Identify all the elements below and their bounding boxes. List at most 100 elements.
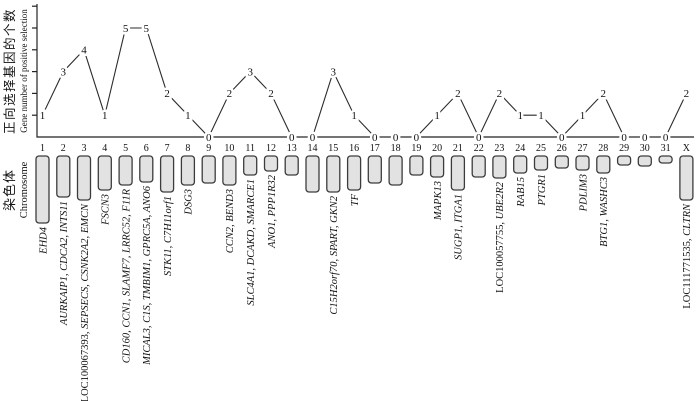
chromosome-ideogram xyxy=(222,155,237,186)
y-axis-label-en: Gene number of positive selection xyxy=(19,9,29,133)
chromosome-number: 22 xyxy=(474,143,484,154)
gene-label: TF xyxy=(350,193,361,206)
gene-label: LOC100067393, SEPSECS, CSNK2A2, EMCN xyxy=(80,203,91,401)
chromosome-ideogram xyxy=(616,155,632,166)
chromosome-number: 16 xyxy=(349,143,359,154)
point-label: 2 xyxy=(601,88,607,100)
gene-label: PDLIM3 xyxy=(578,174,589,212)
gene-label: LOC100057755, UBE2R2 xyxy=(495,181,506,293)
point-label: 1 xyxy=(517,110,523,122)
gene-label: RAB15 xyxy=(516,177,527,208)
gene-label: SLC4A1, DCAKD, SMARCE1 xyxy=(246,179,257,306)
point-label: 2 xyxy=(455,88,461,100)
chromosome-ideogram xyxy=(284,155,299,176)
gene-label: AURKAIP1, CDCA2, INTS11 xyxy=(59,201,70,326)
point-label: 5 xyxy=(144,23,150,35)
chromosome-ideogram xyxy=(305,155,320,193)
chromosome-number: 24 xyxy=(515,143,525,154)
point-label: 0 xyxy=(289,132,295,144)
chromosome-ideogram xyxy=(575,155,590,171)
point-label: 0 xyxy=(414,132,420,144)
point-label: 0 xyxy=(372,132,378,144)
point-label: 0 xyxy=(206,132,212,144)
chromosome-ideogram xyxy=(471,155,486,178)
chromosome-ideogram xyxy=(513,155,528,174)
axis-lines xyxy=(36,4,694,138)
chromosome-ideogram xyxy=(201,155,216,184)
chromosome-ideogram xyxy=(76,155,92,201)
chromosome-number: 5 xyxy=(123,143,128,154)
chromosome-number: 4 xyxy=(102,143,107,154)
point-label: 3 xyxy=(247,66,253,78)
point-label: 0 xyxy=(642,132,648,144)
chromosome-ideogram xyxy=(118,155,133,186)
chromosome-number: 17 xyxy=(370,143,380,154)
trend-line xyxy=(42,27,687,139)
point-label: 1 xyxy=(185,110,191,122)
chromosome-number: 25 xyxy=(536,143,546,154)
point-label: 5 xyxy=(123,23,129,35)
chromosome-number: 15 xyxy=(328,143,338,154)
chromosome-ideogram xyxy=(35,155,50,224)
chromosome-ideogram xyxy=(180,155,196,186)
chromosome-ideogram xyxy=(554,155,569,169)
chromosome-number: 26 xyxy=(557,143,567,154)
gene-label: PTGR1 xyxy=(537,174,548,207)
chromosome-number: 29 xyxy=(619,143,629,154)
chromosome-number: 2 xyxy=(61,143,66,154)
chromosome-ideogram xyxy=(159,155,175,193)
chromosome-ideogram xyxy=(492,155,507,179)
chromosome-number: 12 xyxy=(266,143,276,154)
point-label: 2 xyxy=(684,88,690,100)
chromosome-ideogram xyxy=(658,155,673,164)
gene-label: CCN2, BEND3 xyxy=(225,189,236,253)
point-label: 0 xyxy=(663,132,669,144)
chromosome-number: 19 xyxy=(411,143,421,154)
chromosome-number: 23 xyxy=(494,143,504,154)
point-label: 2 xyxy=(268,88,274,100)
point-label: 1 xyxy=(351,110,357,122)
point-label: 1 xyxy=(580,110,586,122)
point-label: 4 xyxy=(81,45,87,57)
chromosome-number: 8 xyxy=(185,143,190,154)
point-label: 1 xyxy=(538,110,544,122)
point-label: 2 xyxy=(164,88,170,100)
chromosome-ideogram xyxy=(139,155,154,183)
x-axis-label-en: Chromosome xyxy=(19,161,30,218)
chromosome-number: 3 xyxy=(82,143,87,154)
gene-label: EHD4 xyxy=(38,226,49,255)
point-label: 1 xyxy=(434,110,440,122)
chromosome-ideogram xyxy=(388,155,403,186)
chromosome-number: 20 xyxy=(432,143,442,154)
point-label: 1 xyxy=(40,110,46,122)
chromosome-ideogram xyxy=(450,155,466,191)
point-label: 0 xyxy=(393,132,399,144)
chromosome-number: 31 xyxy=(661,143,671,154)
gene-label: MICAL3, C1S, TMBIM1, GPRC5A, ANO6 xyxy=(142,185,153,366)
chromosome-number: 9 xyxy=(206,143,211,154)
chromosome-number: 11 xyxy=(245,143,255,154)
chromosome-number: 13 xyxy=(287,143,297,154)
chromosome-ideogram xyxy=(429,155,445,178)
point-label: 0 xyxy=(310,132,316,144)
chromosome-ideogram xyxy=(243,155,258,176)
chromosome-number: 27 xyxy=(578,143,588,154)
point-label: 3 xyxy=(331,66,337,78)
point-label: 1 xyxy=(102,110,108,122)
gene-label: DSG3 xyxy=(184,189,195,216)
gene-label: CD160, CCN1, SLAMF7, LRRC52, F11R xyxy=(121,188,132,363)
point-label: 3 xyxy=(61,66,67,78)
gene-label: MAPK13 xyxy=(433,181,444,221)
chromosome-number: 1 xyxy=(40,143,45,154)
chromosome-ideogram xyxy=(346,155,362,191)
chromosome-ideogram xyxy=(533,155,549,171)
chromosome-ideogram xyxy=(367,155,382,184)
x-axis-label-cn: 染色体 xyxy=(2,169,17,211)
chromosome-ideogram xyxy=(263,155,279,172)
chromosome-ideogram xyxy=(637,155,652,167)
chromosome-number: 6 xyxy=(144,143,149,154)
gene-label: SUGP1, ITGA1 xyxy=(454,194,465,260)
